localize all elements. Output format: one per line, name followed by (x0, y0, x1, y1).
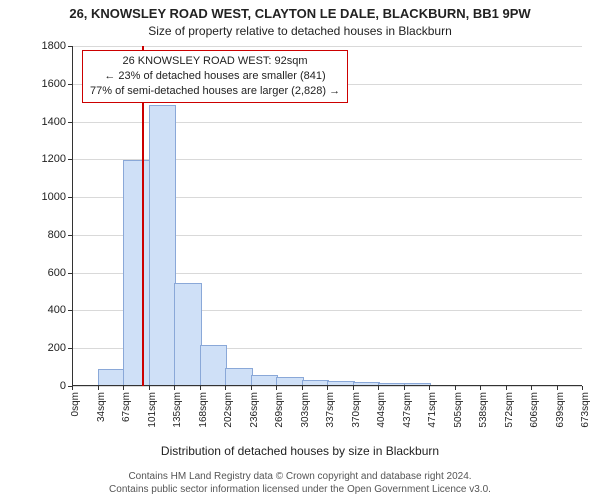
footer-attribution: Contains HM Land Registry data © Crown c… (0, 470, 600, 496)
histogram-bar (123, 160, 151, 386)
histogram-bar (174, 283, 202, 386)
x-axis-line (72, 385, 582, 386)
histogram-bar (149, 105, 177, 386)
x-tick-label: 538sqm (478, 356, 489, 392)
chart-subtitle: Size of property relative to detached ho… (0, 24, 600, 38)
x-tick-label: 437sqm (402, 356, 413, 392)
x-tick-label: 639sqm (555, 356, 566, 392)
x-tick-label: 572sqm (504, 356, 515, 392)
info-line-3: 77% of semi-detached houses are larger (… (90, 84, 340, 99)
plot-area: 26 KNOWSLEY ROAD WEST: 92sqm ← 23% of de… (72, 46, 582, 386)
x-axis-label: Distribution of detached houses by size … (0, 444, 600, 458)
histogram-bar (98, 369, 126, 386)
histogram-bar (225, 368, 253, 386)
x-tick-label: 370sqm (351, 356, 362, 392)
y-axis-line (72, 46, 73, 386)
x-tick-label: 303sqm (300, 356, 311, 392)
histogram-bar (200, 345, 228, 386)
x-tick-label: 404sqm (376, 356, 387, 392)
info-line-1: 26 KNOWSLEY ROAD WEST: 92sqm (90, 54, 340, 69)
info-line-2: ← 23% of detached houses are smaller (84… (90, 69, 340, 84)
chart-container: { "title_line1": "26, KNOWSLEY ROAD WEST… (0, 0, 600, 500)
footer-line-1: Contains HM Land Registry data © Crown c… (0, 470, 600, 483)
x-tick-label: 471sqm (427, 356, 438, 392)
footer-line-2: Contains public sector information licen… (0, 483, 600, 496)
x-tick-label: 673sqm (580, 356, 591, 392)
x-tick-label: 337sqm (325, 356, 336, 392)
x-tick-label: 505sqm (453, 356, 464, 392)
grid-line (72, 46, 582, 47)
x-tick-label: 606sqm (529, 356, 540, 392)
info-box: 26 KNOWSLEY ROAD WEST: 92sqm ← 23% of de… (82, 50, 348, 103)
chart-title-address: 26, KNOWSLEY ROAD WEST, CLAYTON LE DALE,… (0, 6, 600, 21)
